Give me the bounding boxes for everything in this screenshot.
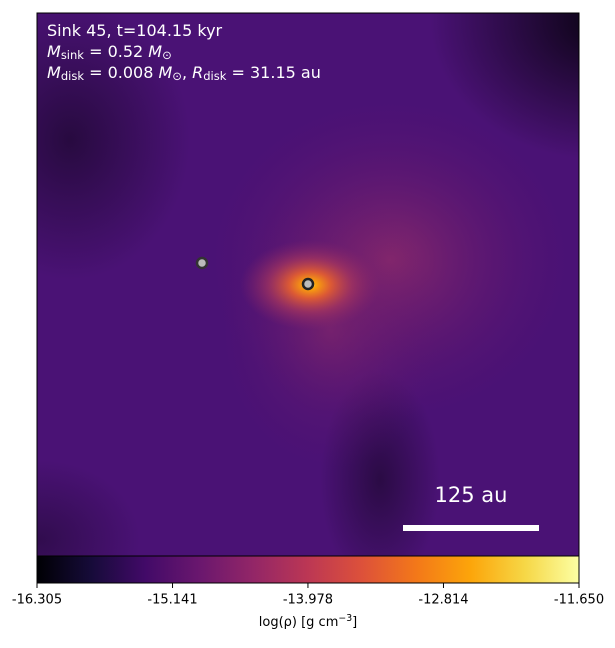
- text-segment: = 31.15 au: [226, 63, 320, 82]
- text-segment: M: [148, 42, 162, 61]
- text-segment: −3: [338, 613, 352, 624]
- annotation: Msink = 0.52 M⊙: [47, 42, 172, 62]
- text-segment: M: [47, 42, 61, 61]
- colorbar-tick-label: -12.814: [418, 593, 468, 608]
- colorbar-tick-label: -15.141: [147, 593, 197, 608]
- text-segment: sink: [61, 48, 84, 62]
- colorbar: [36, 555, 580, 584]
- text-segment: disk: [203, 69, 227, 83]
- text-segment: = 0.52: [84, 42, 148, 61]
- text-segment: M: [158, 63, 172, 82]
- sink-marker: [195, 256, 209, 270]
- text-segment: R: [192, 63, 203, 82]
- colorbar-tick-label: -11.650: [554, 593, 604, 608]
- text-segment: log(ρ) [g cm: [259, 615, 339, 630]
- annotation: Sink 45, t=104.15 kyr: [47, 21, 223, 40]
- colorbar-tick-label: -16.305: [12, 593, 62, 608]
- text-segment: = 0.008: [84, 63, 158, 82]
- text-segment: Sink 45, t=104.15 kyr: [47, 21, 223, 40]
- colorbar-label: log(ρ) [g cm−3]: [259, 613, 357, 630]
- text-segment: ]: [352, 615, 357, 630]
- text-segment: ⊙: [172, 69, 182, 83]
- sink-marker: [301, 277, 315, 291]
- text-segment: disk: [61, 69, 85, 83]
- text-segment: ,: [182, 63, 192, 82]
- scale-bar-label: 125 au: [435, 483, 508, 507]
- annotation: Mdisk = 0.008 M⊙, Rdisk = 31.15 au: [47, 63, 321, 83]
- text-segment: M: [47, 63, 61, 82]
- text-segment: ⊙: [162, 48, 172, 62]
- colorbar-tick-label: -13.978: [283, 593, 333, 608]
